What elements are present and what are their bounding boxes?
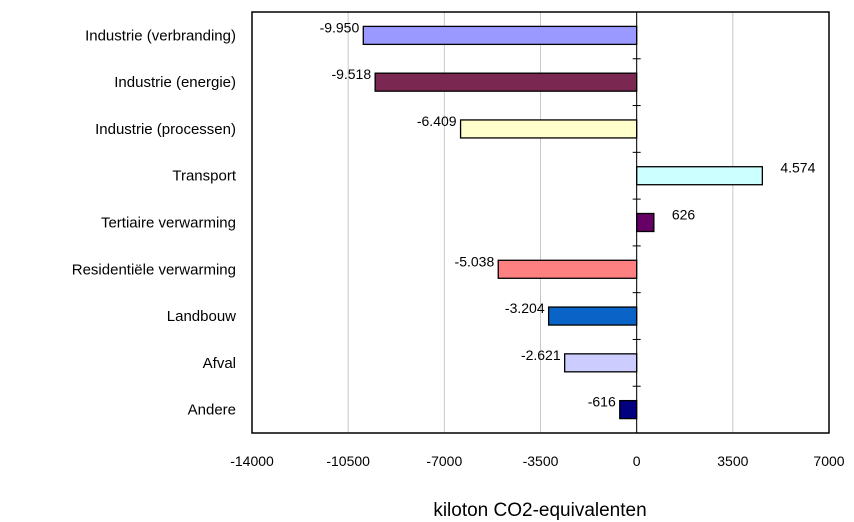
category-labels: Industrie (verbranding) Industrie (energi…	[72, 27, 237, 418]
bar	[619, 399, 638, 420]
bars	[362, 25, 763, 420]
data-label: -3.204	[505, 300, 545, 316]
category-label: Industrie (energie)	[114, 74, 236, 91]
category-label: Andere	[188, 402, 236, 419]
x-tick-label: -14000	[230, 453, 274, 469]
data-label: -6.409	[417, 113, 457, 129]
category-label: Residentiële verwarming	[72, 261, 236, 278]
data-label: 626	[672, 207, 696, 223]
data-label: -9.950	[320, 19, 360, 35]
category-label: Tertiaire verwarming	[101, 215, 236, 232]
x-tick-label: 7000	[813, 453, 844, 469]
bar	[362, 25, 638, 46]
data-label: 4.574	[780, 160, 815, 176]
category-label: Afval	[203, 355, 236, 372]
category-label: Landbouw	[167, 308, 236, 325]
bar	[636, 166, 763, 186]
data-labels: -9.950 -9.518 -6.409 4.574 626 -5.038 -3.204 -2…	[320, 19, 816, 409]
data-label: -2.621	[521, 347, 561, 363]
bar	[459, 119, 638, 139]
data-label: -9.518	[331, 66, 371, 82]
x-axis-title: kiloton CO2-equivalenten	[433, 500, 646, 521]
bar	[564, 353, 638, 373]
plot-area-frame	[251, 11, 830, 434]
x-tick-label: 0	[633, 453, 641, 469]
x-tick-label: 3500	[717, 453, 748, 469]
x-tick-label: -7000	[426, 453, 462, 469]
x-tick-label: -10500	[326, 453, 370, 469]
category-label: Transport	[172, 168, 236, 185]
bar	[547, 306, 638, 326]
category-label: Industrie (processen)	[95, 121, 236, 138]
data-label: -616	[588, 394, 616, 410]
x-tick-labels: -14000 -10500 -7000 -3500 0 3500 7000	[230, 453, 845, 469]
x-tick-label: -3500	[523, 453, 559, 469]
bar	[636, 212, 655, 233]
data-label: -5.038	[455, 253, 495, 269]
bar	[497, 259, 638, 279]
category-label: Industrie (verbranding)	[85, 27, 236, 44]
bar	[374, 72, 638, 92]
